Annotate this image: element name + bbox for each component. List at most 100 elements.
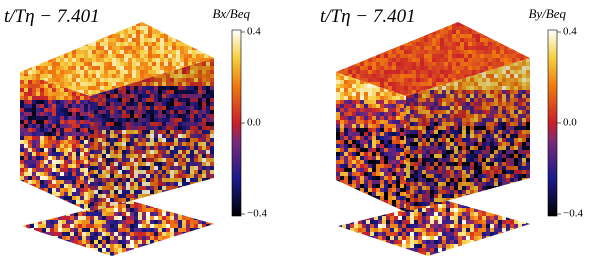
cell bbox=[362, 220, 366, 224]
cell bbox=[194, 244, 198, 248]
cell bbox=[454, 236, 458, 240]
cell bbox=[174, 204, 178, 208]
cell bbox=[166, 248, 170, 252]
cell bbox=[32, 120, 36, 124]
cell bbox=[526, 220, 530, 224]
cell bbox=[348, 140, 352, 144]
cell bbox=[42, 204, 46, 208]
cell bbox=[344, 192, 348, 196]
cell bbox=[68, 168, 72, 172]
cell bbox=[102, 208, 106, 212]
cell bbox=[354, 232, 358, 236]
cell bbox=[60, 180, 64, 184]
cell bbox=[450, 212, 454, 216]
cell bbox=[60, 30, 64, 34]
cell bbox=[514, 208, 518, 212]
cell bbox=[56, 66, 60, 70]
cell bbox=[170, 244, 174, 248]
cell bbox=[182, 252, 186, 256]
cell bbox=[28, 96, 32, 100]
cell bbox=[184, 58, 188, 62]
cell bbox=[206, 200, 210, 204]
cell bbox=[486, 236, 490, 240]
cell bbox=[498, 252, 502, 256]
cell bbox=[74, 228, 78, 232]
cell bbox=[142, 204, 146, 208]
cell bbox=[470, 204, 474, 208]
cell bbox=[44, 42, 48, 46]
cell bbox=[354, 200, 358, 204]
cell bbox=[356, 112, 360, 116]
cell bbox=[64, 58, 68, 62]
cell bbox=[392, 168, 396, 172]
cell bbox=[206, 194, 210, 198]
cell bbox=[454, 252, 458, 256]
cell bbox=[190, 236, 194, 240]
cell bbox=[36, 112, 40, 116]
cell bbox=[418, 248, 422, 252]
cell bbox=[134, 236, 138, 240]
cell bbox=[442, 248, 446, 252]
cell bbox=[72, 164, 76, 168]
cell bbox=[150, 202, 154, 206]
cell bbox=[396, 160, 400, 164]
cell bbox=[100, 58, 104, 62]
cell bbox=[172, 38, 176, 42]
cell bbox=[498, 216, 502, 220]
cell bbox=[362, 200, 366, 204]
cell bbox=[56, 58, 60, 62]
cell bbox=[368, 136, 372, 140]
cell bbox=[474, 212, 478, 216]
cell bbox=[344, 92, 348, 96]
cell bbox=[44, 62, 48, 66]
cell bbox=[48, 70, 52, 74]
cell bbox=[160, 66, 164, 70]
cell bbox=[368, 120, 372, 124]
cell bbox=[136, 34, 140, 38]
cell bbox=[60, 88, 64, 92]
cell bbox=[506, 208, 510, 212]
cell bbox=[338, 240, 342, 244]
cell bbox=[356, 120, 360, 124]
cell bbox=[92, 70, 96, 74]
cell bbox=[384, 156, 388, 160]
cell bbox=[100, 26, 104, 30]
cell bbox=[64, 196, 68, 200]
cell bbox=[52, 54, 56, 58]
cell bbox=[392, 148, 396, 152]
cell bbox=[98, 232, 102, 236]
cell bbox=[32, 100, 36, 104]
cell bbox=[24, 34, 28, 38]
cell bbox=[360, 188, 364, 192]
cell bbox=[368, 208, 372, 212]
cell bbox=[124, 38, 128, 42]
cell bbox=[78, 228, 82, 232]
cell bbox=[96, 42, 100, 46]
cell bbox=[380, 96, 384, 100]
cell bbox=[360, 192, 364, 196]
cell bbox=[68, 62, 72, 66]
cell bbox=[458, 252, 462, 256]
cell bbox=[202, 200, 206, 204]
cell bbox=[382, 212, 386, 216]
cell bbox=[356, 128, 360, 132]
cell bbox=[398, 244, 402, 248]
cell bbox=[162, 244, 166, 248]
cell bbox=[364, 192, 368, 196]
cell bbox=[142, 224, 146, 228]
cell bbox=[340, 196, 344, 200]
cell bbox=[58, 244, 62, 248]
cell bbox=[372, 176, 376, 180]
cell bbox=[74, 240, 78, 244]
cell bbox=[60, 70, 64, 74]
cell bbox=[114, 232, 118, 236]
cell bbox=[482, 224, 486, 228]
cell bbox=[194, 232, 198, 236]
cell bbox=[418, 252, 422, 256]
cell bbox=[344, 156, 348, 160]
cell bbox=[372, 152, 376, 156]
cell bbox=[366, 216, 370, 220]
cell bbox=[494, 208, 498, 212]
cell bbox=[364, 148, 368, 152]
cell bbox=[442, 240, 446, 244]
